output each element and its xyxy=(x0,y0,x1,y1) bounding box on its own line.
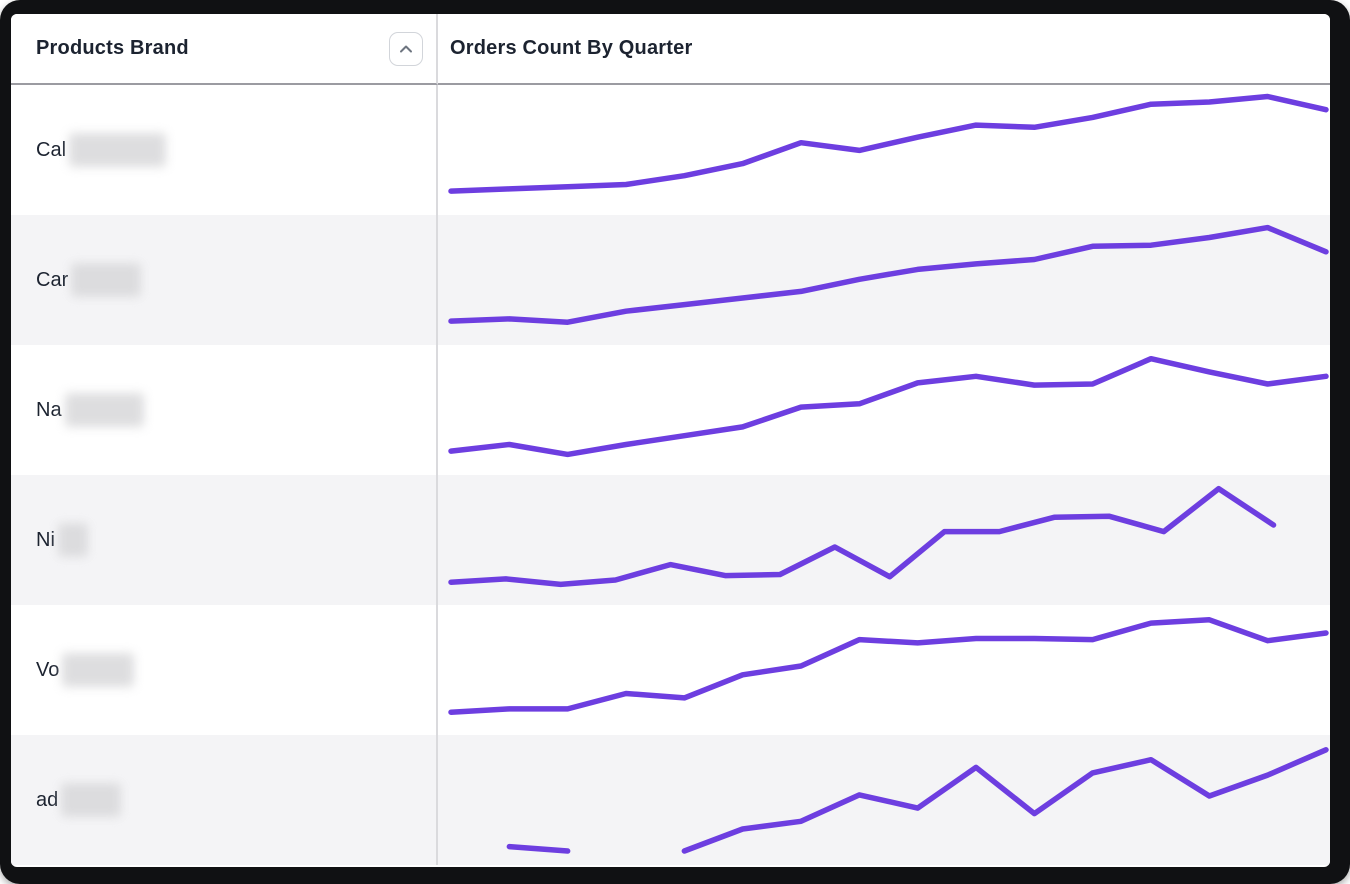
table-row-brand-cell: Vo xyxy=(11,605,438,735)
brand-label: Car xyxy=(36,263,142,297)
brand-label: ad xyxy=(36,783,122,817)
sparkline-chart xyxy=(448,617,1329,715)
redacted-text xyxy=(62,653,135,687)
table-row-brand-cell: Car xyxy=(11,215,438,345)
brand-label-visible-text: Na xyxy=(36,398,62,421)
table-row-sparkline-cell xyxy=(438,605,1330,735)
table-row-sparkline-cell xyxy=(438,85,1330,215)
products-brand-header-label[interactable]: Products Brand xyxy=(36,37,189,59)
brand-label: Cal xyxy=(36,133,167,167)
chevron-up-icon xyxy=(397,40,415,58)
redacted-text xyxy=(69,133,167,167)
column-header-products-brand[interactable]: Products Brand xyxy=(11,14,438,85)
redacted-text xyxy=(64,393,144,427)
table-row-brand-cell: Na xyxy=(11,345,438,475)
brand-label: Vo xyxy=(36,653,135,687)
redacted-text xyxy=(61,783,122,817)
table-visualization: Products Brand Orders Count By Quarter C… xyxy=(11,14,1330,867)
brand-label-visible-text: Cal xyxy=(36,138,67,161)
brand-label-visible-text: ad xyxy=(36,788,59,811)
table-row-brand-cell: Ni xyxy=(11,475,438,605)
brand-label-visible-text: Ni xyxy=(36,528,55,551)
table-row-sparkline-cell xyxy=(438,345,1330,475)
redacted-text xyxy=(71,263,142,297)
brand-label: Na xyxy=(36,393,144,427)
column-header-orders-count[interactable]: Orders Count By Quarter xyxy=(438,14,1330,85)
brand-label: Ni xyxy=(36,523,88,557)
brand-label-visible-text: Vo xyxy=(36,658,60,681)
table-row-brand-cell: ad xyxy=(11,735,438,865)
sort-ascending-button[interactable] xyxy=(389,31,423,66)
redacted-text xyxy=(57,523,88,557)
table-row-sparkline-cell xyxy=(438,735,1330,865)
table-row-sparkline-cell xyxy=(438,215,1330,345)
sparkline-chart xyxy=(448,485,1277,588)
sparkline-chart xyxy=(448,224,1329,325)
brand-label-visible-text: Car xyxy=(36,268,69,291)
table-grid: Products Brand Orders Count By Quarter C… xyxy=(11,14,1330,867)
orders-count-header-label[interactable]: Orders Count By Quarter xyxy=(450,37,693,59)
sparkline-chart xyxy=(506,747,1329,854)
sparkline-chart xyxy=(448,93,1329,194)
table-row-brand-cell: Cal xyxy=(11,85,438,215)
sparkline-chart xyxy=(448,355,1329,458)
table-row-sparkline-cell xyxy=(438,475,1330,605)
